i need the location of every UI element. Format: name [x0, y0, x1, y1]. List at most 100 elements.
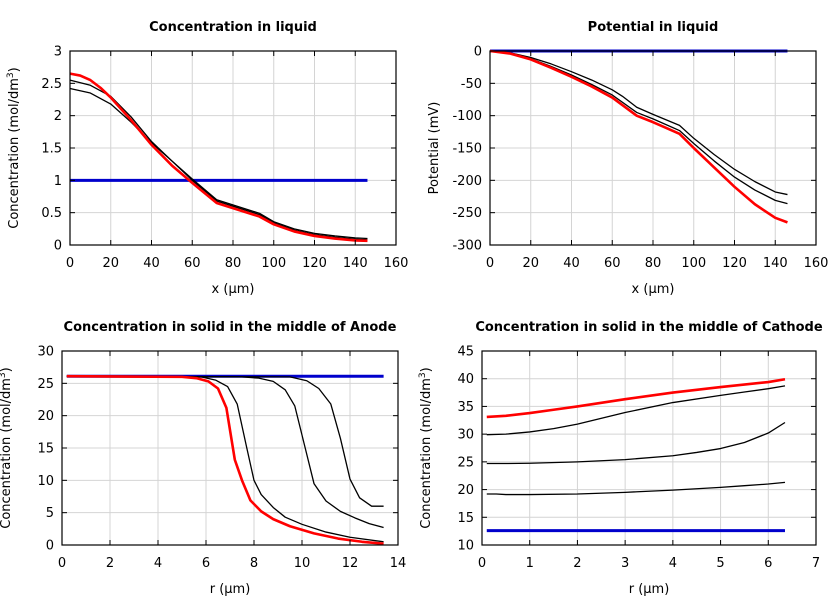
- x-tick-label: 1: [526, 556, 534, 571]
- x-tick-label: 140: [763, 256, 788, 271]
- y-tick-label: 2.5: [41, 77, 62, 92]
- x-tick-label: 10: [294, 556, 311, 571]
- series-line-t3: [69, 72, 368, 243]
- y-axis-label-superscript: 3: [418, 372, 428, 378]
- x-tick-label: 160: [804, 256, 829, 271]
- x-axis-label: r (µm): [629, 582, 670, 597]
- x-tick-label: 7: [812, 556, 820, 571]
- y-tick-label: 25: [37, 377, 54, 392]
- y-axis-label-superscript: 3: [6, 72, 16, 78]
- y-tick-label: 1.5: [41, 142, 62, 157]
- y-axis-label: Potential (mV): [427, 102, 442, 195]
- series-line-t4: [66, 374, 384, 546]
- series-line-t1: [66, 375, 384, 507]
- y-tick-label: 2: [54, 109, 62, 124]
- x-tick-label: 0: [66, 256, 74, 271]
- y-tick-label: -300: [452, 239, 482, 254]
- y-axis-label-main: Concentration (mol/dm: [419, 378, 434, 529]
- x-tick-label: 80: [645, 256, 662, 271]
- x-axis-label: x (µm): [212, 282, 255, 297]
- x-tick-label: 4: [669, 556, 677, 571]
- y-tick-label: 20: [457, 483, 474, 498]
- chart-title: Concentration in liquid: [149, 20, 317, 35]
- x-tick-label: 0: [486, 256, 494, 271]
- x-tick-label: 40: [563, 256, 580, 271]
- y-axis-label-tail: ): [0, 367, 14, 372]
- y-tick-label: 0: [46, 539, 54, 554]
- series-line-t2: [66, 375, 384, 529]
- y-axis-label-tail: ): [419, 367, 434, 372]
- x-tick-label: 4: [154, 556, 162, 571]
- x-tick-label: 6: [202, 556, 210, 571]
- y-tick-label: 1: [54, 174, 62, 189]
- series-line-t1: [69, 87, 368, 240]
- y-tick-label: -150: [452, 142, 482, 157]
- series-line-t1: [489, 50, 788, 196]
- y-tick-label: 20: [37, 409, 54, 424]
- y-tick-label: 10: [37, 474, 54, 489]
- y-tick-label: -100: [452, 109, 482, 124]
- x-tick-label: 100: [681, 256, 706, 271]
- x-tick-label: 6: [764, 556, 772, 571]
- y-tick-label: 15: [457, 511, 474, 526]
- series-line-t4: [486, 377, 786, 419]
- y-axis-label-main: Concentration (mol/dm: [0, 378, 14, 529]
- x-tick-label: 5: [716, 556, 724, 571]
- x-tick-label: 3: [621, 556, 629, 571]
- y-tick-label: 25: [457, 455, 474, 470]
- x-tick-label: 60: [184, 256, 201, 271]
- y-tick-label: 10: [457, 539, 474, 554]
- x-axis-label: x (µm): [632, 282, 675, 297]
- x-tick-label: 40: [143, 256, 160, 271]
- y-tick-label: 0.5: [41, 206, 62, 221]
- x-tick-label: 140: [343, 256, 368, 271]
- y-axis-label: Concentration (mol/dm3): [0, 367, 14, 529]
- x-tick-label: 2: [106, 556, 114, 571]
- x-tick-label: 12: [342, 556, 359, 571]
- plot-frame: [481, 350, 817, 546]
- series-line-t2: [486, 421, 786, 465]
- y-tick-label: -50: [461, 77, 482, 92]
- chart-title: Potential in liquid: [588, 20, 719, 35]
- y-axis-label-main: Potential (mV): [427, 102, 442, 195]
- chart-panel-1: 0 20 40 60 80 100 120 140 16000.511.522.53Concen…: [6, 20, 408, 297]
- y-axis-label-tail: ): [7, 67, 22, 72]
- x-axis-label: r (µm): [210, 582, 251, 597]
- x-tick-label: 80: [225, 256, 242, 271]
- y-tick-label: -200: [452, 174, 482, 189]
- y-tick-label: 40: [457, 372, 474, 387]
- y-tick-label: 15: [37, 442, 54, 457]
- y-tick-label: 0: [474, 45, 482, 60]
- x-tick-label: 160: [384, 256, 409, 271]
- chart-title: Concentration in solid in the middle of …: [64, 320, 397, 335]
- series-line-t3: [489, 49, 788, 224]
- y-tick-label: 3: [54, 45, 62, 60]
- x-tick-label: 14: [390, 556, 407, 571]
- series-line-t2: [69, 79, 368, 241]
- chart-panel-3: 0 2 4 6 8 10 12 14 0 5 10 15 20 25 30 Concentration in …: [0, 320, 406, 597]
- y-tick-label: 35: [457, 400, 474, 415]
- x-tick-label: 2: [573, 556, 581, 571]
- y-tick-label: 45: [457, 345, 474, 360]
- x-tick-label: 100: [261, 256, 286, 271]
- y-tick-label: 5: [46, 506, 54, 521]
- x-tick-label: 8: [250, 556, 258, 571]
- series-line-t1: [486, 481, 786, 496]
- y-tick-label: 0: [54, 239, 62, 254]
- x-tick-label: 0: [478, 556, 486, 571]
- y-axis-label-superscript: 3: [0, 372, 8, 378]
- x-tick-label: 120: [722, 256, 747, 271]
- chart-title: Concentration in solid in the middle of …: [475, 320, 823, 335]
- series-line-t3: [66, 375, 384, 543]
- y-tick-label: 30: [37, 345, 54, 360]
- y-axis-label: Concentration (mol/dm3): [418, 367, 434, 529]
- x-tick-label: 60: [604, 256, 621, 271]
- y-tick-label: -250: [452, 206, 482, 221]
- x-tick-label: 0: [58, 556, 66, 571]
- y-tick-label: 30: [457, 428, 474, 443]
- x-tick-label: 20: [102, 256, 119, 271]
- x-tick-label: 20: [522, 256, 539, 271]
- y-axis-label: Concentration (mol/dm3): [6, 67, 22, 229]
